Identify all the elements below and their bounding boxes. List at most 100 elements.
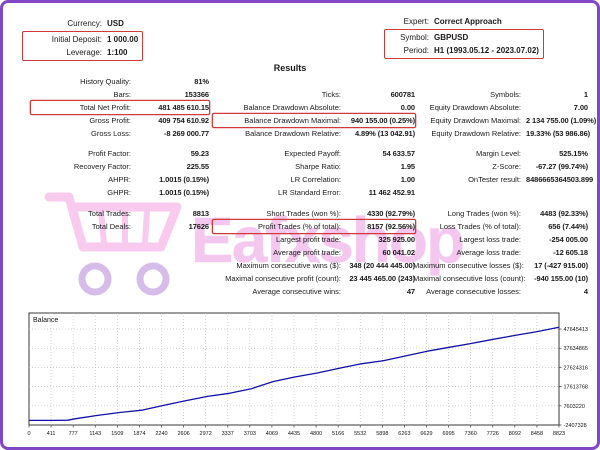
x-tick-label: 8823 [553,431,565,437]
stat-value: 2 134 755.00 (1.09%) [526,116,597,125]
initial-deposit-label: Initial Deposit: [51,35,102,44]
stat-value: 4330 (92.79%) [367,209,415,218]
symbol-value: GBPUSD [434,33,469,42]
stat-row: Bars: 153366 [31,88,209,101]
x-tick-label: 4069 [266,431,278,437]
x-tick-label: 777 [69,431,78,437]
stat-value: 325 925.00 [378,235,415,244]
stat-row: Maximal consecutive profit (count): 23 44… [213,272,415,285]
stat-row: Expected Payoff: 54 633.57 [213,147,415,160]
stat-value: 600781 [390,90,416,99]
stat-value: 47 [406,287,415,296]
plot-area [28,312,560,426]
stat-row: Z-Score: -67.27 (99.74%) [413,160,588,173]
expert-row: Expert: Correct Approach [389,15,544,28]
x-tick-label: 5898 [376,431,388,437]
stat-row: AHPR: 1.0015 (0.15%) [31,173,209,186]
stat-row: Short Trades (won %): 4330 (92.79%) [213,207,415,220]
currency-row: Currency: USD [27,17,143,30]
stat-row: Largest profit trade: 325 925.00 [213,233,415,246]
stat-label: Maximum consecutive wins ($): [236,261,341,270]
currency-value: USD [107,19,124,28]
stat-value: 1.0015 (0.15%) [159,188,209,197]
stat-row: Average profit trade: 60 041.02 [213,246,415,259]
initial-deposit-value: 1 000.00 [107,35,139,44]
stats-middle-profit-trades: Short Trades (won %): 4330 (92.79%) Profit… [213,207,415,298]
stat-value: 1.00 [400,175,415,184]
symbol-row: Symbol: GBPUSD [389,31,539,44]
stat-value: 1.95 [400,162,415,171]
stat-value: 0.00 [400,103,415,112]
stat-value: 8486665364503.899 [526,175,594,184]
x-tick-label: 1874 [133,431,145,437]
stat-value: 4 [583,287,588,296]
stats-right-margin: Margin Level: 525.15% Z-Score: -67.27 (99.7… [413,147,593,186]
stat-label: LR Correlation: [290,175,341,184]
x-tick-label: 1509 [111,431,123,437]
y-tick-label: 37634865 [564,346,588,352]
stat-row: LR Correlation: 1.00 [213,173,416,186]
stat-label: History Quality: [80,77,131,86]
stat-row: Profit Trades (% of total): 8157 (92.56%) [213,220,415,233]
stat-label: Bars: [113,90,131,99]
stat-label: Maximum consecutive losses ($): [413,261,524,270]
stat-value: 17 (-427 915.00) [534,261,588,270]
stats-left-factors: Profit Factor: 59.23 Recovery Factor: 225.5… [31,147,209,199]
stat-row: Loss Trades (% of total): 656 (7.44%) [413,220,588,233]
stat-label: Gross Profit: [89,116,131,125]
x-tick-label: 8092 [509,431,521,437]
stat-label: Sharpe Ratio: [295,162,341,171]
stats-middle-ratios: Expected Payoff: 54 633.57 Sharpe Ratio: 1.… [213,147,415,199]
stat-row: GHPR: 1.0015 (0.15%) [31,186,209,199]
stat-row: Gross Loss: -8 269 000.77 [31,127,209,140]
stats-right-equity: Symbols: 1 Equity Drawdown Absolute: 7.00 Eq… [413,88,597,140]
stats-middle-drawdown: Ticks: 600781 Balance Drawdown Absolute: 0.… [213,88,415,140]
x-tick-label: 5166 [332,431,344,437]
stat-row: Balance Drawdown Absolute: 0.00 [213,101,415,114]
stat-label: Z-Score: [492,162,521,171]
stat-value: -12 605.18 [553,248,588,257]
deposit-highlight-box: Initial Deposit: 1 000.00 Leverage: 1:10… [22,31,144,61]
stat-label: Maximal consecutive profit (count): [225,274,341,283]
x-tick-label: 0 [27,431,30,437]
balance-line [29,326,560,422]
x-tick-label: 6629 [420,431,432,437]
stat-label: Equity Drawdown Relative: [431,129,521,138]
expert-summary: Expert: Correct Approach Symbol: GBPUSD … [384,15,544,59]
stat-value: 481 485 610.15 [158,103,209,112]
x-tick-label: 2606 [177,431,189,437]
stat-value: 23 445 465.00 (243) [349,274,415,283]
stat-value: 1.0015 (0.15%) [159,175,209,184]
leverage-label: Leverage: [66,48,102,57]
stat-label: Total Net Profit: [79,103,131,112]
x-tick-label: 1143 [89,431,101,437]
leverage-row: Leverage: 1:100 [27,46,138,59]
stat-label: Symbols: [490,90,521,99]
stat-row: Total Deals: 17626 [31,220,209,233]
stat-row: Maximum consecutive losses ($): 17 (-427 … [413,259,588,272]
stat-label: Ticks: [321,90,341,99]
stat-label: Expected Payoff: [284,149,341,158]
stat-label: Margin Level: [475,149,521,158]
expert-label: Expert: [403,17,429,26]
stat-value: 7.00 [573,103,588,112]
stat-row: Symbols: 1 [413,88,588,101]
x-tick-label: 7360 [465,431,477,437]
stats-left-trades: Total Trades: 8813 Total Deals: 17626 [31,207,209,233]
stat-label: Total Deals: [91,222,131,231]
stat-value: 81% [194,77,209,86]
x-tick-label: 3337 [222,431,234,437]
stat-value: 348 (20 444 445.00) [349,261,415,270]
stat-row: Ticks: 600781 [213,88,415,101]
stat-value: -8 269 000.77 [164,129,209,138]
y-tick-label: 47645413 [564,327,588,333]
stat-value: 19.33% (53 986.86) [526,129,591,138]
x-tick-label: 5532 [354,431,366,437]
balance-chart: 0 411 777 1143 1509 1874 2240 2606 2972 3337 3703 4… [27,312,588,437]
stat-row: Equity Drawdown Maximal: 2 134 755.00 (1.… [413,114,597,127]
stat-label: Balance Drawdown Relative: [245,129,341,138]
x-tick-label: 8458 [531,431,543,437]
stat-label: Average profit trade: [273,248,341,257]
stat-value: 54 633.57 [382,149,416,158]
